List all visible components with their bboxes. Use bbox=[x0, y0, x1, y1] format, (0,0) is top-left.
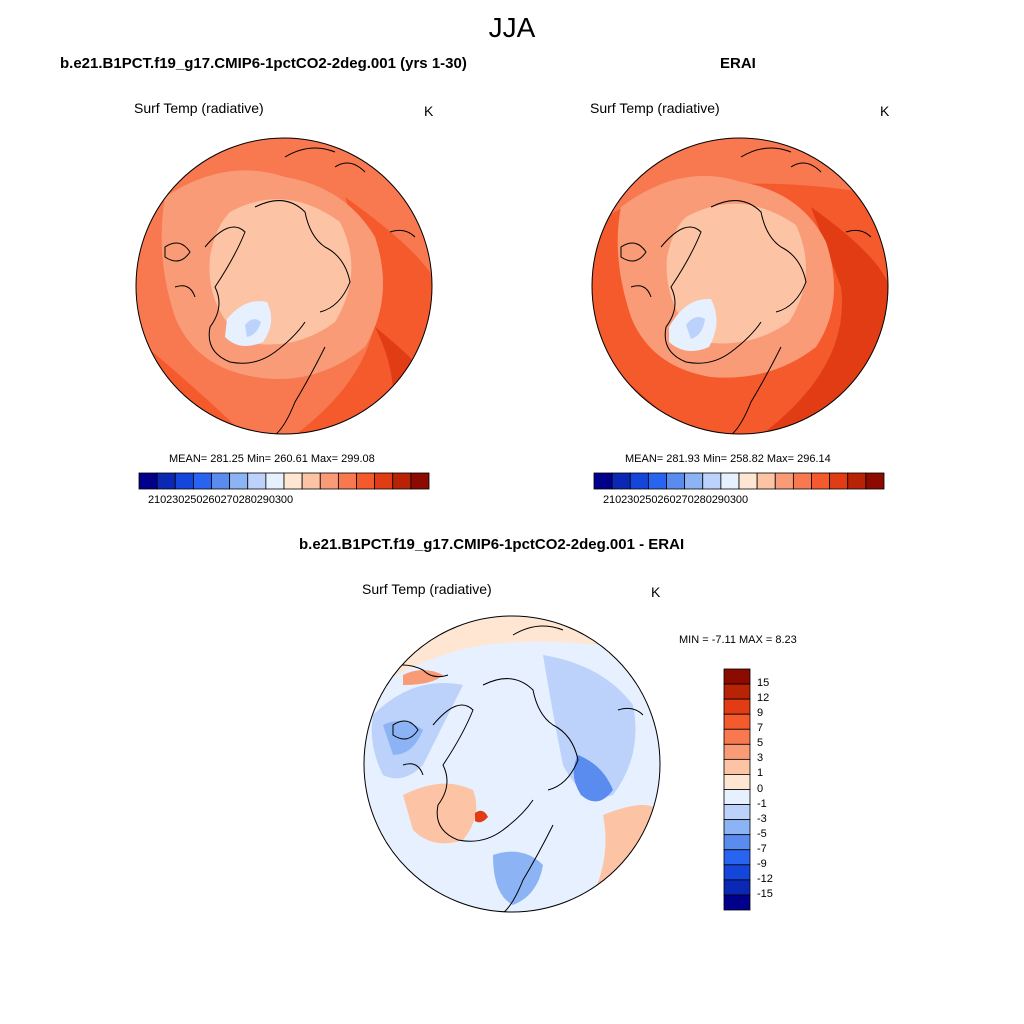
colorbar-tick-label: -7 bbox=[757, 842, 767, 855]
colorbar-swatch bbox=[829, 472, 849, 490]
obs-variable-label: Surf Temp (radiative) bbox=[590, 100, 720, 116]
colorbar-swatch bbox=[723, 713, 751, 730]
colorbar-swatch bbox=[301, 472, 321, 490]
colorbar-swatch bbox=[319, 472, 339, 490]
colorbar-swatch bbox=[723, 804, 751, 821]
colorbar-tick-label: 300 bbox=[729, 494, 749, 506]
obs-units-label: K bbox=[880, 103, 890, 119]
colorbar-tick-label: 3 bbox=[757, 752, 764, 765]
colorbar-swatch bbox=[138, 472, 158, 490]
colorbar-swatch bbox=[723, 879, 751, 896]
model-stats: MEAN= 281.25 Min= 260.61 Max= 299.08 bbox=[169, 453, 375, 465]
colorbar-swatch bbox=[374, 472, 394, 490]
colorbar-tick-label: 260 bbox=[202, 494, 221, 506]
colorbar-swatch bbox=[723, 698, 751, 715]
colorbar-swatch bbox=[392, 472, 412, 490]
diff-panel-title: b.e21.B1PCT.f19_g17.CMIP6-1pctCO2-2deg.0… bbox=[299, 536, 685, 553]
colorbar-swatch bbox=[247, 472, 267, 490]
colorbar-swatch bbox=[774, 472, 794, 490]
colorbar-tick-label: -12 bbox=[757, 872, 773, 885]
colorbar-tick-label: -1 bbox=[757, 797, 767, 810]
obs-stats: MEAN= 281.93 Min= 258.82 Max= 296.14 bbox=[625, 453, 831, 465]
colorbar-tick-label: 9 bbox=[757, 707, 764, 720]
colorbar-swatch bbox=[723, 864, 751, 881]
colorbar-tick-label: -15 bbox=[757, 887, 773, 900]
colorbar-tick-label: 230 bbox=[621, 494, 640, 506]
colorbar-swatch bbox=[723, 834, 751, 851]
colorbar-swatch bbox=[723, 683, 751, 700]
colorbar-swatch bbox=[156, 472, 176, 490]
colorbar-tick-label: 300 bbox=[274, 494, 294, 506]
colorbar-tick-label: -3 bbox=[757, 812, 767, 825]
colorbar-swatch bbox=[611, 472, 631, 490]
colorbar-swatch bbox=[174, 472, 194, 490]
colorbar-swatch bbox=[723, 668, 751, 685]
model-polar-map bbox=[135, 137, 433, 435]
diff-polar-map bbox=[363, 615, 661, 913]
colorbar-swatch bbox=[720, 472, 740, 490]
colorbar-swatch bbox=[792, 472, 812, 490]
colorbar-tick-label: 280 bbox=[238, 494, 257, 506]
colorbar-swatch bbox=[229, 472, 249, 490]
obs-polar-map bbox=[591, 137, 889, 435]
figure-title: JJA bbox=[488, 12, 536, 43]
colorbar-swatch bbox=[723, 728, 751, 745]
colorbar-tick-label: 270 bbox=[220, 494, 239, 506]
colorbar-swatch bbox=[410, 472, 430, 490]
colorbar-swatch bbox=[723, 894, 751, 911]
colorbar-tick-label: 280 bbox=[693, 494, 712, 506]
colorbar-swatch bbox=[738, 472, 758, 490]
model-variable-label: Surf Temp (radiative) bbox=[134, 100, 264, 116]
colorbar-swatch bbox=[756, 472, 776, 490]
colorbar-tick-label: 270 bbox=[675, 494, 694, 506]
colorbar-swatch bbox=[593, 472, 613, 490]
colorbar-swatch bbox=[723, 774, 751, 790]
colorbar-swatch bbox=[702, 472, 722, 490]
colorbar-swatch bbox=[356, 472, 376, 490]
colorbar-tick-label: 5 bbox=[757, 737, 764, 750]
colorbar-swatch bbox=[723, 758, 751, 775]
colorbar-tick-label: -5 bbox=[757, 827, 767, 840]
colorbar-swatch bbox=[283, 472, 303, 490]
model-panel-title: b.e21.B1PCT.f19_g17.CMIP6-1pctCO2-2deg.0… bbox=[60, 55, 467, 72]
colorbar-swatch bbox=[265, 472, 285, 490]
colorbar-swatch bbox=[811, 472, 831, 490]
colorbar-swatch bbox=[666, 472, 686, 490]
colorbar-swatch bbox=[629, 472, 649, 490]
colorbar-tick-label: 250 bbox=[639, 494, 658, 506]
colorbar-swatch bbox=[647, 472, 667, 490]
colorbar-swatch bbox=[211, 472, 231, 490]
colorbar-swatch bbox=[847, 472, 867, 490]
obs-colorbar bbox=[593, 472, 885, 490]
diff-variable-label: Surf Temp (radiative) bbox=[362, 581, 492, 597]
model-units-label: K bbox=[424, 103, 434, 119]
colorbar-swatch bbox=[192, 472, 212, 490]
colorbar-tick-label: 12 bbox=[757, 692, 770, 705]
colorbar-tick-label: 15 bbox=[757, 677, 770, 690]
colorbar-swatch bbox=[684, 472, 704, 490]
colorbar-swatch bbox=[337, 472, 357, 490]
colorbar-swatch bbox=[723, 789, 751, 805]
colorbar-swatch bbox=[723, 819, 751, 836]
colorbar-tick-label: -9 bbox=[757, 857, 767, 870]
colorbar-tick-label: 1 bbox=[757, 767, 764, 780]
colorbar-tick-label: 230 bbox=[166, 494, 185, 506]
diff-units-label: K bbox=[651, 584, 661, 600]
colorbar-tick-label: 250 bbox=[184, 494, 203, 506]
obs-panel-title: ERAI bbox=[720, 55, 756, 72]
colorbar-tick-label: 260 bbox=[657, 494, 676, 506]
model-colorbar bbox=[138, 472, 430, 490]
colorbar-tick-label: 210 bbox=[147, 494, 167, 506]
colorbar-tick-label: 7 bbox=[757, 722, 764, 735]
colorbar-swatch bbox=[723, 849, 751, 866]
colorbar-swatch bbox=[865, 472, 885, 490]
colorbar-tick-label: 290 bbox=[256, 494, 276, 506]
colorbar-tick-label: 210 bbox=[602, 494, 622, 506]
diff-stats: MIN = -7.11 MAX = 8.23 bbox=[679, 634, 797, 646]
colorbar-tick-label: 0 bbox=[757, 782, 764, 795]
colorbar-tick-label: 290 bbox=[711, 494, 731, 506]
diff-colorbar bbox=[723, 668, 751, 911]
colorbar-swatch bbox=[723, 743, 751, 760]
